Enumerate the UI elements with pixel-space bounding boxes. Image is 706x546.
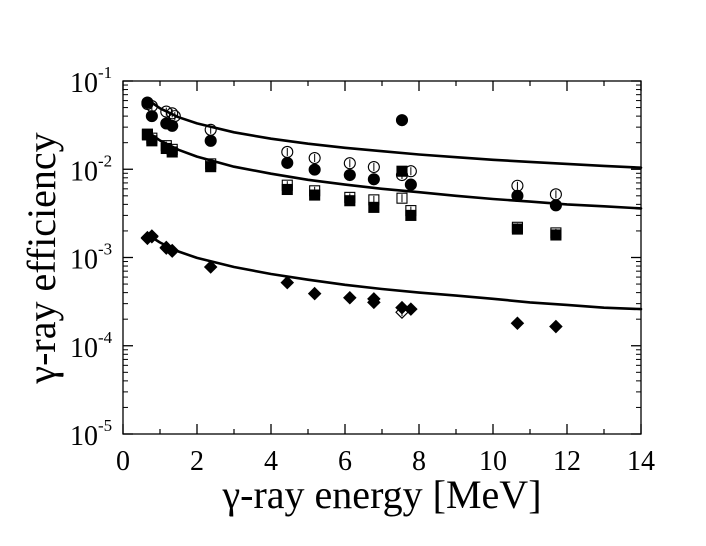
data-points [140,96,563,334]
filled-diamond-point [280,275,295,290]
filled-diamond-point [549,319,563,334]
open-circle-point [168,110,181,123]
filled-diamond-point [343,290,357,305]
open-circle-point [166,107,179,120]
filled-diamond-point [510,316,525,331]
fit-curve [146,130,643,210]
open-square-point [141,129,153,141]
y-tick-labels: 10-110-210-310-410-5 [70,63,113,452]
y-tick-label: 10 [70,156,98,187]
open-circle-point [511,179,524,192]
open-circle-point [404,165,417,178]
open-square-point [405,205,417,217]
y-tick-exponent: -3 [98,240,112,259]
open-square-point [146,132,158,144]
filled-circle-point [549,199,562,212]
x-tick-label: 6 [338,446,352,477]
x-tick-label: 14 [627,446,655,477]
open-diamond-point [159,241,174,255]
open-diamond-point [145,229,159,244]
x-tick-label: 4 [264,446,278,477]
open-square-point [281,179,293,191]
open-square-point [309,185,321,197]
filled-circle-point [367,173,380,186]
filled-diamond-point [307,286,322,301]
y-tick-exponent: -4 [98,328,113,347]
open-circle-point [281,145,294,159]
open-circle-point [343,157,356,170]
x-tick-label: 0 [116,446,130,477]
filled-circle-point [281,156,294,169]
open-square-point [368,194,380,206]
open-circle-point [145,100,158,113]
open-circle-point [308,151,321,165]
y-axis-title: γ-ray efficiency [19,132,64,384]
y-tick-label: 10 [70,68,98,99]
open-square-point [511,221,523,233]
filled-circle-point [404,178,417,191]
open-circle-point [367,160,380,174]
open-square-point [344,191,356,203]
y-tick-label: 10 [70,245,98,276]
fit-curve [146,233,643,311]
open-square-point [396,192,408,204]
filled-circle-point [395,114,409,127]
open-square-point [550,227,562,239]
filled-square-point [368,201,380,213]
x-tick-label: 12 [553,446,581,477]
y-tick-exponent: -2 [98,151,112,170]
fit-curve [146,98,643,169]
x-axis-title: γ-ray energy [MeV] [221,472,541,517]
filled-diamond-point [203,260,218,274]
x-tick-label: 10 [479,446,507,477]
open-diamond-point [165,244,179,258]
filled-diamond-point [367,295,381,310]
fit-curves [146,98,643,311]
open-square-point [205,158,217,170]
y-tick-label: 10 [70,421,98,452]
open-diamond-point [395,305,409,319]
filled-circle-point [343,168,356,182]
open-circle-point [549,188,562,201]
open-circle-point [204,123,217,136]
x-tick-label: 8 [412,446,426,477]
x-tick-labels: 0 2 4 6 8 10 12 14 [116,446,655,477]
open-square-point [166,143,178,155]
filled-circle-point [511,189,524,202]
filled-circle-point [145,110,158,123]
y-tick-exponent: -1 [98,63,112,82]
axis-ticks [122,80,642,435]
y-tick-exponent: -5 [98,416,112,435]
filled-circle-point [166,119,179,132]
y-tick-label: 10 [70,333,98,364]
filled-circle-point [308,163,321,176]
filled-circle-point [204,134,217,147]
x-tick-label: 2 [190,446,204,477]
open-square-point [160,140,172,152]
